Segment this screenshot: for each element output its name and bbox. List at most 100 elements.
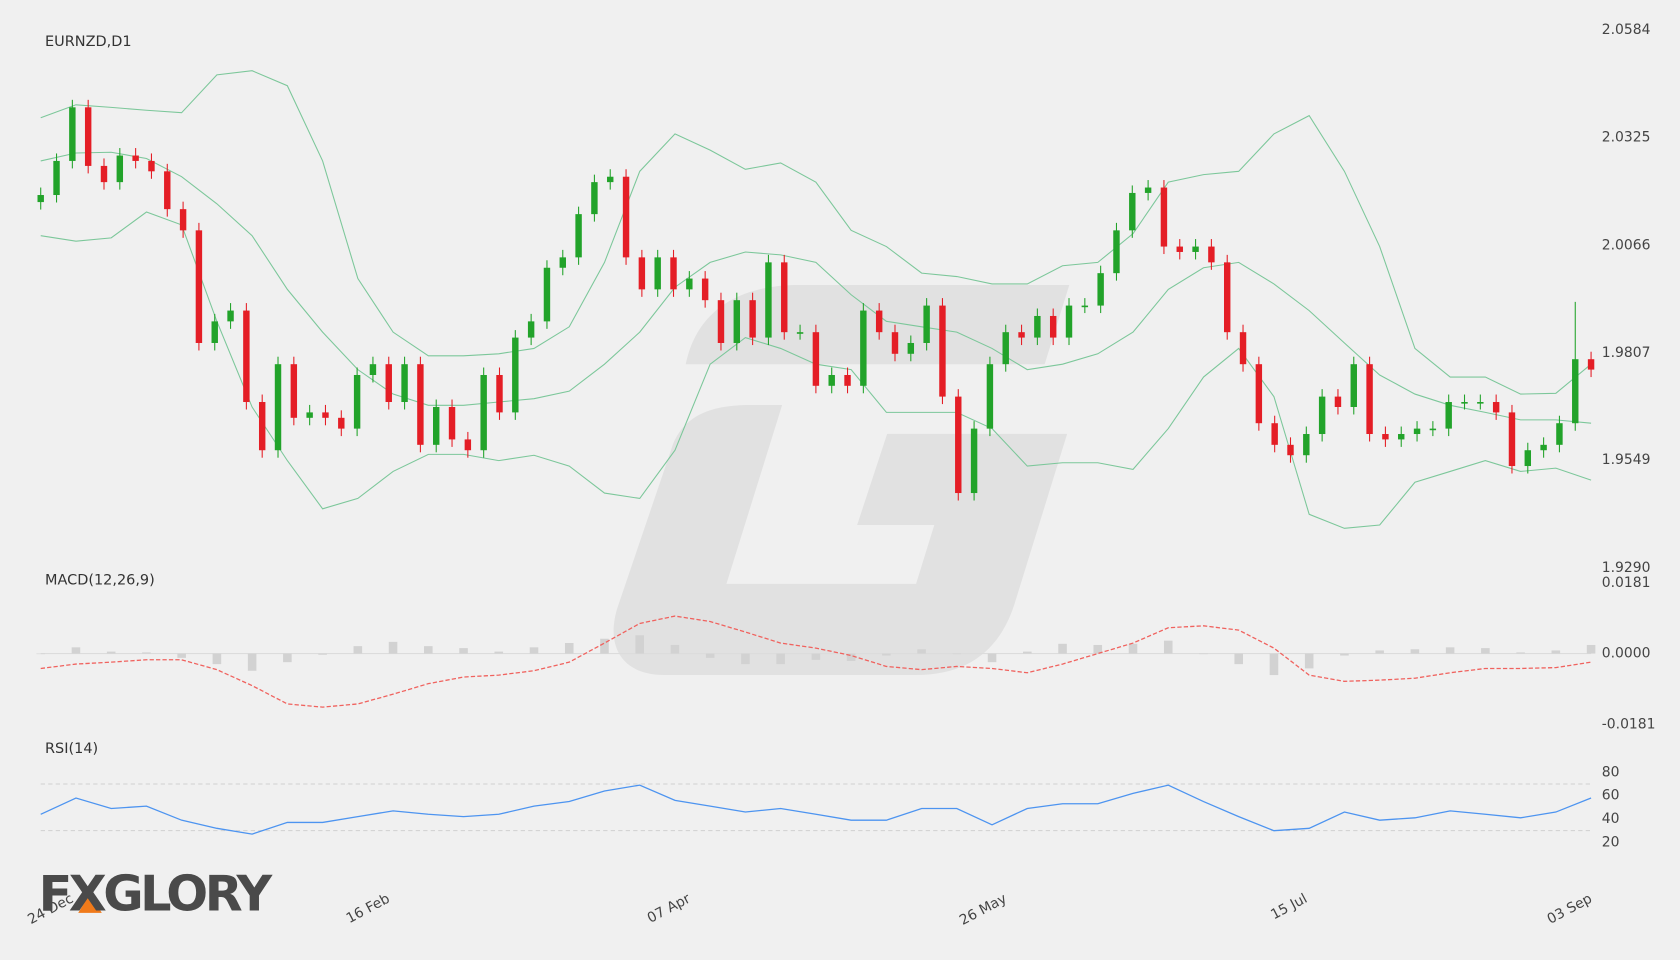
y-tick-label: 1.9807 [1602,345,1651,361]
candle-body [1492,402,1500,413]
y-tick-label: 1.9290 [1602,560,1651,576]
brand-logo: FXGLORY [39,865,274,923]
candle-body [1350,364,1357,407]
candle-body [1429,428,1437,431]
candle-body [781,262,788,333]
bollinger-middle [40,151,1592,424]
candle-body [1176,246,1183,252]
y-tick-label: 60 [1602,788,1620,804]
histogram-bar [142,652,151,654]
candle-body [875,310,883,333]
histogram-bar [283,653,292,663]
y-tick-label: 2.0066 [1602,237,1651,253]
indicator-title: RSI(14) [45,741,98,757]
histogram-bar [1340,653,1349,656]
candle-body [559,257,566,268]
candle-body [1049,315,1057,338]
candle-body [195,230,203,343]
candle-body [575,214,582,258]
candle-body [132,155,139,161]
candle-body [1334,396,1342,407]
y-tick-label: 20 [1602,834,1620,850]
histogram-bar [1234,653,1244,665]
candle-body [907,342,915,354]
histogram-bar [1163,640,1173,654]
candle-body [116,155,124,183]
candle-body [448,406,456,440]
candle-body [274,364,282,451]
candle-body [227,310,234,322]
histogram-bar [705,653,715,658]
candle-body [1113,230,1120,274]
histogram-bar [1445,647,1455,654]
histogram-bar [670,644,680,654]
candle-body [939,305,946,397]
candle-body [1445,402,1452,429]
candle-body [638,257,646,290]
candle-body [258,402,266,451]
candle-body [812,332,820,386]
logo-mark [78,893,102,913]
candle-body [749,300,756,338]
histogram-bar [1058,643,1067,654]
histogram-bar [1410,649,1420,654]
histogram-bar [36,653,45,655]
histogram-bar [1586,644,1596,654]
histogram-bar [177,653,186,658]
candle-body [1318,396,1326,435]
candle-body [860,310,867,386]
candle-body [69,107,76,161]
histogram-bar [1516,652,1525,654]
candle-body [353,374,361,429]
histogram-bar [776,653,785,665]
candle-body [1081,305,1089,308]
signal-line [40,615,1592,708]
candle-body [464,439,472,451]
candle-body [1239,332,1247,365]
indicator-title: MACD(12,26,9) [45,573,155,589]
histogram-bar [388,641,398,654]
histogram-bar [846,653,856,661]
candle-body [891,332,899,354]
candle-body [480,374,487,451]
candle-body [1461,402,1468,404]
candle-body [1413,428,1421,435]
candle-body [290,364,298,418]
candle-body [53,160,60,196]
histogram-bar [459,648,468,654]
candle-body [1398,434,1405,440]
candle-body [417,364,424,445]
watermark-shape [613,405,1068,675]
candle-body [306,412,313,418]
candle-body [701,278,709,301]
candle-body [986,364,994,429]
candle-body [37,195,44,203]
candle-body [1271,423,1278,445]
candle-body [543,267,551,322]
histogram-bar [71,647,81,654]
candle-body [796,332,804,334]
candle-body [670,257,677,290]
y-tick-label: 0.0181 [1602,575,1651,591]
histogram-bar [424,646,433,654]
candle-body [527,321,535,338]
y-tick-label: 40 [1602,811,1620,827]
histogram-bar [882,653,891,656]
candle-body [1034,315,1041,338]
histogram-bar [1199,653,1208,655]
rsi-line [40,784,1592,835]
candle-body [84,107,92,166]
candle-body [1129,192,1136,231]
candle-body [211,321,218,343]
histogram-bar [600,638,609,654]
candle-body [654,257,661,290]
candle-body [164,171,171,210]
candle-body [1002,332,1009,365]
candle-body [1160,187,1168,247]
candle-body [1540,444,1547,451]
candle-body [1192,246,1199,252]
candle-body [496,374,503,413]
candle-body [1303,434,1310,456]
y-tick-label: 1.9549 [1602,452,1651,468]
